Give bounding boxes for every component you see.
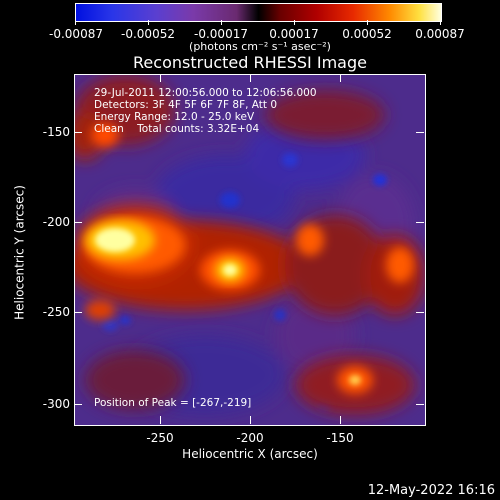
y-tick-label: -150 <box>42 125 70 139</box>
footer-date: 12-May-2022 16:16 <box>367 483 495 498</box>
info-detectors: Detectors: 3F 4F 5F 6F 7F 8F, Att 0 <box>94 99 278 111</box>
y-tick-label: -250 <box>42 305 70 319</box>
colorbar-tick-5: 0.00052 <box>342 27 392 41</box>
x-tick-label: -250 <box>146 431 174 445</box>
plot-title: Reconstructed RHESSI Image <box>133 53 367 72</box>
colorbar-tick-marks <box>75 20 442 25</box>
y-tick-label: -300 <box>42 397 70 411</box>
x-tick-label: -150 <box>326 431 354 445</box>
colorbar-tick-2: -0.00052 <box>121 27 175 41</box>
info-peak-position: Position of Peak = [-267,-219] <box>94 397 252 409</box>
y-axis-ticks <box>74 74 426 426</box>
info-time-range: 29-Jul-2011 12:00:56.000 to 12:06:56.000 <box>94 87 317 99</box>
rhessi-image <box>75 75 425 425</box>
colorbar <box>75 3 442 22</box>
y-axis-label: Heliocentric Y (arcsec) <box>12 185 27 320</box>
y-tick-label: -200 <box>42 215 70 229</box>
colorbar-tick-3: -0.00017 <box>194 27 248 41</box>
colorbar-units: (photons cm⁻² s⁻¹ asec⁻²) <box>189 40 331 53</box>
info-energy-range: Energy Range: 12.0 - 25.0 keV <box>94 111 255 123</box>
info-clean-counts: Clean Total counts: 3.32E+04 <box>94 123 260 135</box>
colorbar-tick-6: 0.00087 <box>415 27 465 41</box>
x-tick-label: -200 <box>236 431 264 445</box>
colorbar-tick-4: 0.00017 <box>269 27 319 41</box>
x-axis-label: Heliocentric X (arcsec) <box>182 447 318 461</box>
colorbar-tick-1: -0.00087 <box>49 27 103 41</box>
rhessi-image-svg <box>75 75 425 425</box>
